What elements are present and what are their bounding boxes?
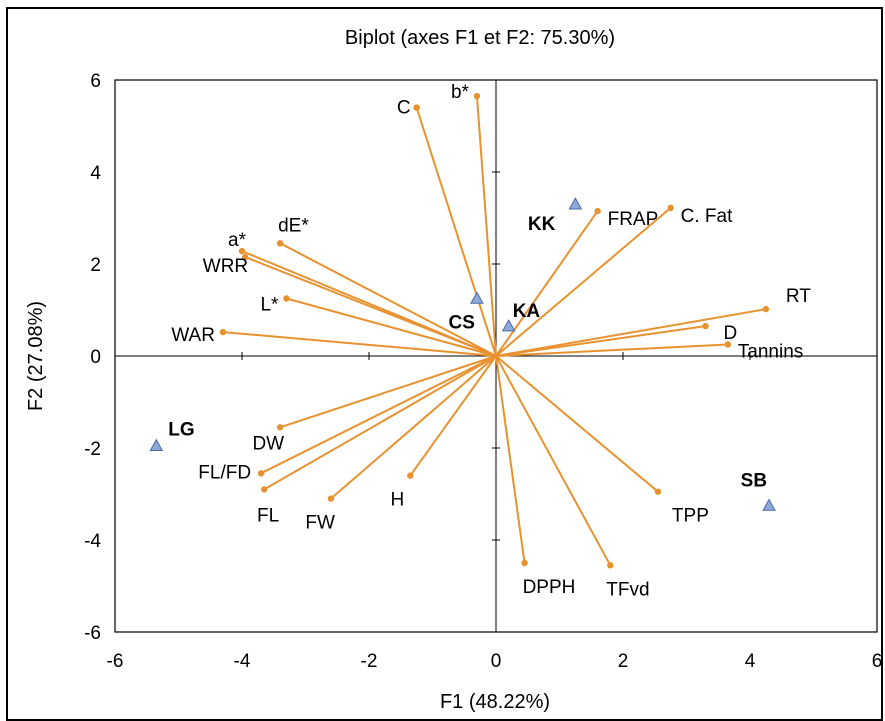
vector-line [330,355,497,500]
vector-endpoint [407,472,414,479]
x-tick-label: 2 [618,651,629,672]
vector-endpoint [276,240,284,247]
vector-endpoint [413,104,420,111]
x-tick-label: 4 [745,651,756,672]
variable-label: FL/FD [198,462,251,483]
y-tick-label: 2 [90,255,101,276]
x-axis-title: F1 (48.22%) [440,691,550,713]
vector-line [409,355,497,477]
chart-outer-border [6,7,883,721]
vector-line [286,297,497,357]
vector-line [495,355,659,493]
y-tick-label: 6 [90,71,101,92]
variable-label: TPP [672,506,709,527]
vector-endpoint [607,562,614,569]
observations-layer: KK CS KA LG SB [149,197,776,511]
axes-layer: -6 -4 -2 0 2 4 6 -6 -4 -2 0 2 4 6 [84,71,882,672]
x-tick-label: -4 [234,651,251,672]
vector-line [495,308,767,357]
vector-endpoint [521,559,528,567]
observation-label: KA [513,301,541,322]
y-tick-label: -4 [84,531,101,552]
variable-label: a* [228,230,247,251]
vector-endpoint [702,322,709,330]
variable-label: L* [260,295,279,316]
variable-label: Tannins [738,342,804,363]
vector-line [279,242,497,357]
vector-endpoint [762,305,770,313]
variable-label: C [397,98,411,119]
y-tick-label: -6 [84,623,101,644]
vector-endpoint [283,295,290,302]
vector-line [260,355,497,475]
variable-label: b* [451,82,470,103]
vector-line [244,256,497,357]
variable-label: WRR [203,256,248,277]
chart-title: Biplot (axes F1 et F2: 75.30%) [345,27,615,49]
variable-label: C. Fat [681,206,733,227]
x-tick-label: 0 [491,651,502,672]
vector-endpoint [327,495,335,502]
vector-endpoint [654,488,662,495]
variable-label: DPPH [523,577,576,598]
vector-line [495,207,672,357]
y-tick-label: 0 [90,347,101,368]
y-axis-title: F2 (27.08%) [25,301,47,411]
vector-endpoint [261,486,268,493]
vector-line [495,355,612,566]
vector-line [415,107,497,357]
observation-marker [149,438,164,451]
vector-endpoint [667,204,674,212]
variable-label: FL [257,505,279,526]
vector-line [222,331,497,357]
variable-label: DW [252,433,284,454]
vector-endpoint [594,207,601,215]
observation-marker [501,319,516,332]
variable-label: H [391,490,405,511]
x-tick-label: -2 [361,651,378,672]
observation-marker [568,197,583,210]
vector-line [495,325,706,357]
y-tick-label: 4 [90,163,101,184]
vector-line [495,210,599,357]
vector-endpoint [219,328,227,336]
vector-line [495,343,728,357]
observation-label: CS [449,313,475,334]
x-tick-label: -6 [107,651,124,672]
vector-line [475,96,497,357]
y-tick-label: -2 [84,439,101,460]
vector-endpoint [473,92,481,100]
vector-line [495,355,526,564]
variable-label: D [724,323,738,344]
vector-endpoint [241,253,249,261]
variable-label: FRAP [608,209,659,230]
variable-label: RT [786,286,811,307]
observation-marker [762,498,776,511]
variable-label: dE* [278,215,309,236]
variable-label: TFvd [606,579,649,600]
observation-label: LG [168,420,194,441]
vector-endpoint [257,470,265,477]
vector-line [279,355,497,429]
vector-endpoint [724,341,731,348]
vector-endpoint [276,424,284,431]
observation-label: SB [741,471,767,492]
vector-endpoint [238,247,246,255]
observation-marker [470,291,484,304]
x-tick-label: 6 [872,651,883,672]
observation-label: KK [528,214,556,235]
vector-line [263,355,497,491]
variable-label: FW [305,513,335,534]
variable-label: WAR [171,325,215,346]
